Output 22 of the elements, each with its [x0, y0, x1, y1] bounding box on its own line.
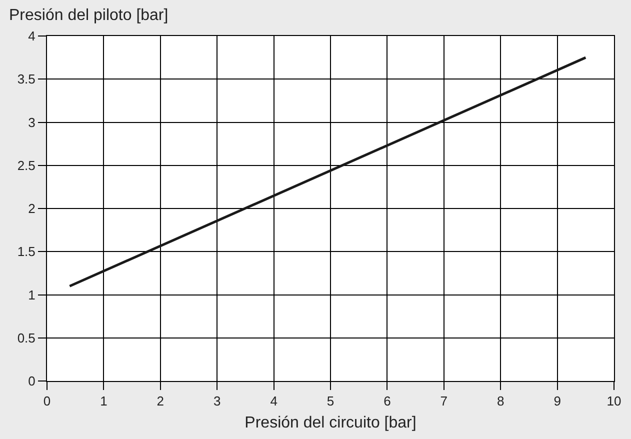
x-tick-label: 3	[213, 394, 221, 409]
y-tick-label: 0.5	[17, 330, 36, 346]
y-tick-label: 1	[28, 287, 36, 302]
x-tick-label: 8	[496, 394, 504, 409]
x-tick-label: 10	[606, 394, 622, 409]
y-tick-label: 3.5	[17, 72, 36, 87]
y-tick-label: 2	[28, 201, 36, 216]
x-tick-label: 0	[43, 394, 51, 409]
x-tick-label: 5	[326, 394, 334, 409]
x-tick-label: 2	[156, 394, 164, 409]
y-tick-label: 0	[28, 374, 36, 389]
y-tick-label: 2.5	[17, 158, 36, 173]
x-tick-label: 9	[554, 394, 561, 409]
x-tick-label: 6	[384, 394, 391, 409]
x-tick-label: 7	[440, 394, 448, 409]
x-axis-title: Presión del circuito [bar]	[244, 414, 416, 432]
x-tick-label: 1	[100, 394, 108, 409]
x-tick-label: 4	[270, 394, 278, 409]
y-tick-label: 4	[28, 28, 36, 44]
y-tick-label: 3	[28, 114, 36, 130]
y-axis-title: Presión del piloto [bar]	[9, 7, 168, 24]
y-tick-label: 1.5	[17, 244, 36, 260]
